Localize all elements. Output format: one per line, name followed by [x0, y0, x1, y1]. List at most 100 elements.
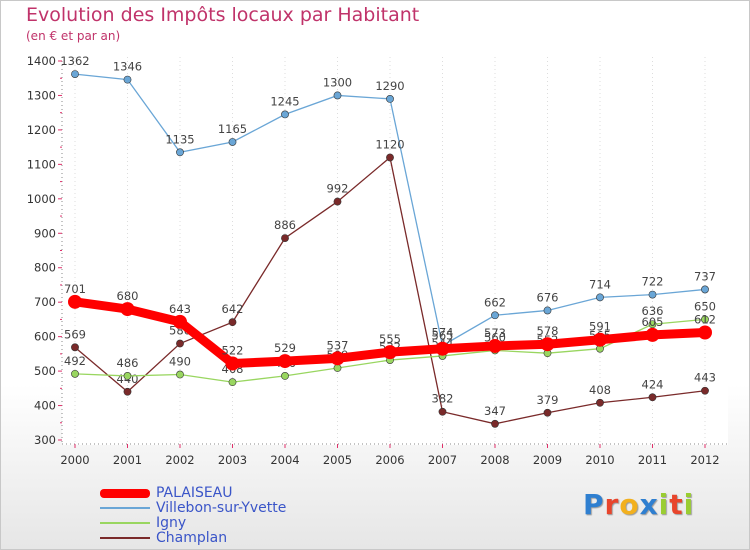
data-point	[593, 332, 607, 347]
y-tick-label: 500	[34, 364, 56, 378]
data-point	[225, 356, 240, 371]
data-label: 591	[589, 320, 611, 334]
logo-letter: t	[669, 488, 684, 521]
data-point	[71, 369, 79, 378]
data-label: 424	[642, 377, 664, 391]
x-tick-label: 2001	[113, 453, 142, 467]
logo-letter: i	[683, 488, 695, 521]
data-label: 612	[694, 313, 716, 327]
data-label: 486	[117, 356, 139, 370]
data-point	[488, 338, 502, 353]
y-tick-label: 1400	[27, 54, 56, 68]
x-tick-label: 2000	[60, 453, 89, 467]
y-tick-label: 400	[34, 399, 56, 413]
data-label: 573	[484, 326, 506, 340]
y-tick-label: 800	[34, 261, 56, 275]
logo-letter: r	[604, 488, 620, 521]
y-tick-label: 1300	[27, 88, 56, 102]
data-point	[71, 70, 79, 78]
data-point	[281, 372, 289, 380]
data-label: 643	[169, 302, 191, 316]
proxiti-logo: Proxiti	[583, 488, 694, 521]
data-point	[648, 393, 657, 402]
data-point	[68, 294, 82, 309]
data-point	[648, 290, 657, 299]
data-label: 642	[222, 302, 244, 316]
data-label: 408	[589, 383, 611, 397]
data-label: 555	[379, 332, 401, 346]
y-tick-label: 700	[34, 295, 56, 309]
data-point	[71, 343, 79, 352]
data-label: 522	[222, 344, 244, 358]
data-label: 443	[694, 371, 716, 385]
legend-swatch-igny	[100, 522, 150, 524]
data-label: 722	[642, 275, 664, 289]
data-label: 680	[117, 289, 139, 303]
data-label: 676	[537, 290, 559, 304]
data-point	[540, 337, 555, 352]
data-label: 714	[589, 277, 611, 291]
data-label: 650	[694, 299, 716, 313]
data-point	[438, 407, 447, 416]
data-point	[176, 370, 184, 379]
y-tick-label: 1100	[27, 157, 56, 171]
data-label: 886	[274, 218, 296, 232]
data-point	[281, 110, 289, 119]
data-label: 1245	[270, 94, 299, 108]
logo-letter: i	[658, 488, 670, 521]
x-tick-label: 2003	[218, 453, 247, 467]
data-label: 537	[327, 338, 349, 352]
data-label: 569	[64, 327, 86, 341]
legend-label: Champlan	[156, 530, 228, 546]
y-tick-label: 1000	[27, 192, 56, 206]
data-point	[333, 197, 342, 206]
x-tick-label: 2011	[638, 453, 667, 467]
data-label: 636	[642, 304, 664, 318]
data-point	[173, 314, 187, 329]
data-label: 1135	[165, 132, 194, 146]
x-tick-label: 2005	[323, 453, 352, 467]
data-point	[435, 341, 450, 356]
data-point	[701, 315, 709, 324]
data-label: 605	[642, 315, 664, 329]
x-tick-label: 2004	[270, 453, 299, 467]
data-label: 578	[537, 324, 559, 338]
data-point	[648, 320, 657, 329]
data-point	[491, 311, 499, 320]
data-point	[386, 95, 394, 103]
data-label: 347	[484, 404, 506, 418]
data-point	[645, 327, 660, 342]
logo-letter: P	[583, 488, 605, 521]
data-point	[698, 325, 712, 340]
data-label: 382	[432, 392, 454, 406]
x-tick-label: 2010	[585, 453, 614, 467]
data-label: 1165	[218, 122, 247, 136]
data-point	[278, 354, 292, 369]
data-point	[176, 148, 184, 157]
data-point	[386, 153, 394, 162]
x-tick-label: 2002	[165, 453, 194, 467]
data-label: 1290	[375, 79, 404, 93]
chart-subtitle: (en € et par an)	[26, 29, 121, 43]
y-tick-label: 300	[34, 433, 56, 447]
x-tick-label: 2008	[480, 453, 509, 467]
data-label: 737	[694, 269, 716, 283]
chart-title: Evolution des Impôts locaux par Habitant	[26, 4, 420, 26]
data-point	[596, 293, 604, 302]
y-tick-label: 1200	[27, 123, 56, 137]
data-label: 992	[327, 182, 349, 196]
data-point	[330, 351, 345, 366]
data-point	[543, 408, 552, 417]
x-tick-label: 2007	[428, 453, 457, 467]
y-tick-label: 600	[34, 330, 56, 344]
data-label: 529	[274, 341, 296, 355]
data-point	[281, 234, 289, 242]
data-point	[701, 386, 709, 395]
data-label: 574	[432, 326, 454, 340]
data-label: 662	[484, 295, 506, 309]
legend-swatch-palaiseau	[100, 489, 150, 498]
data-label: 1300	[323, 75, 352, 89]
data-point	[176, 339, 184, 348]
data-label: 1346	[113, 60, 142, 74]
